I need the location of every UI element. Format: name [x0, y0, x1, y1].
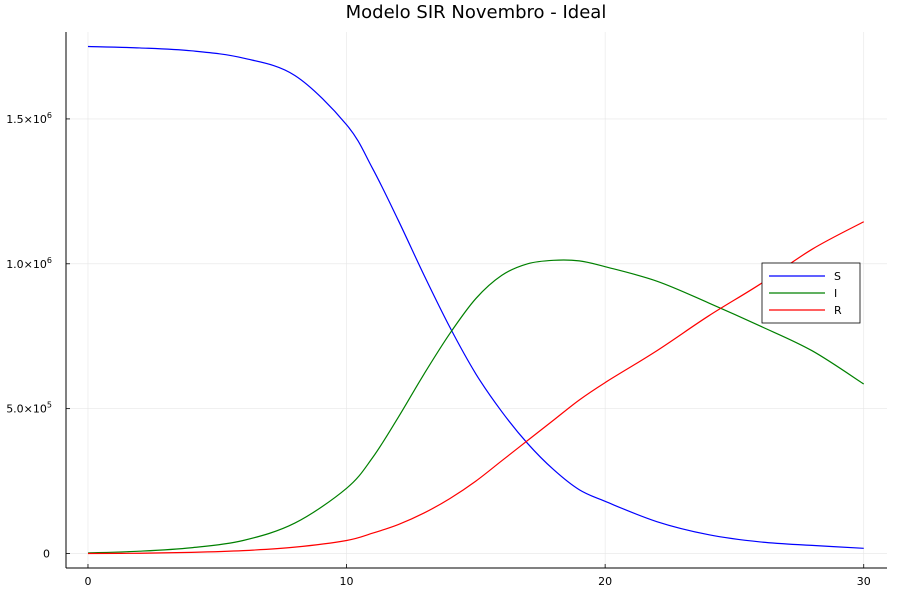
x-tick-label: 30	[857, 575, 871, 588]
x-tick-label: 20	[598, 575, 612, 588]
y-tick-label: 5.0×105	[6, 401, 52, 416]
y-tick-label: 1.0×106	[6, 256, 52, 271]
series-line-r	[87, 221, 865, 555]
series-lines	[87, 45, 865, 555]
series-line-s	[87, 45, 864, 549]
y-tick-label: 1.5×106	[6, 111, 52, 126]
x-tick-label: 0	[84, 575, 91, 588]
grid	[66, 32, 887, 568]
legend-label-s: S	[834, 270, 841, 283]
y-tick-label: 0	[43, 548, 50, 561]
chart-title: Modelo SIR Novembro - Ideal	[346, 2, 607, 23]
series-line-i	[87, 259, 865, 554]
x-tick-label: 10	[340, 575, 354, 588]
axes: 0 10 20 30 0 5.0×105 1.0×106 1.5×106	[6, 32, 887, 588]
legend-label-i: I	[834, 287, 837, 300]
legend-label-r: R	[834, 304, 842, 317]
legend: SIR	[761, 262, 861, 324]
